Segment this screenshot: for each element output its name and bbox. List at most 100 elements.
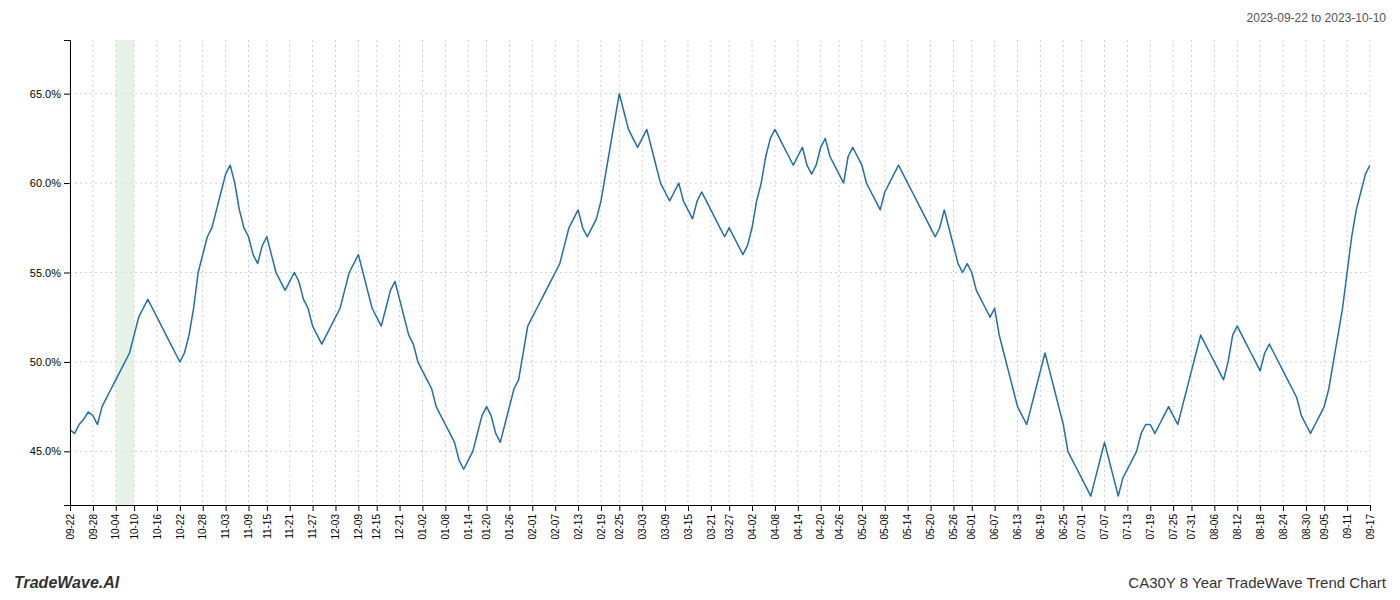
grid-line [70,272,1370,273]
tick-label: 02-25 [614,514,625,540]
tick-mark [249,505,250,511]
grid-line [70,183,1370,184]
tick: 04-14 [793,505,804,540]
grid-line [1017,40,1018,505]
tick-mark [487,505,488,511]
tick-mark [290,505,291,511]
tick: 01-14 [463,505,474,540]
tick-mark [1306,505,1307,511]
grid-line [70,361,1370,362]
tick-label: 06-13 [1012,514,1023,540]
tick: 05-02 [857,505,868,540]
tick-label: 65.0% [30,88,61,100]
tick-label: 10-04 [110,514,121,540]
tick: 08-30 [1301,505,1312,540]
grid-line [156,40,157,505]
x-axis: 09-2209-2810-0410-1010-1610-2210-2811-03… [65,505,1376,540]
grid-line [994,40,995,505]
tick-label: 06-07 [989,514,1000,540]
tick-mark [995,505,996,511]
tick-mark [642,505,643,511]
tick-mark [931,505,932,511]
tick: 12-15 [371,505,382,540]
tick-mark [445,505,446,511]
tick-mark [313,505,314,511]
tick-label: 06-25 [1058,514,1069,540]
tick-label: 08-24 [1278,514,1289,540]
tick-label: 02-01 [527,514,538,540]
tick: 10-10 [129,505,140,540]
tick-label: 11-21 [284,514,295,539]
grid-line [358,40,359,505]
tick-label: 07-01 [1076,514,1087,540]
tick-label: 07-13 [1122,514,1133,540]
tick-mark [775,505,776,511]
grid-line [820,40,821,505]
tick-label: 10-16 [152,514,163,540]
tick: 03-27 [724,505,735,540]
grid-line [861,40,862,505]
tick: 02-07 [550,505,561,540]
grid-line [1305,40,1306,505]
grid-line [70,93,1370,94]
tick-label: 01-14 [463,514,474,540]
grid-line [774,40,775,505]
tick: 45.0% [30,445,70,457]
tick: 09-28 [88,505,99,540]
tick: 07-01 [1076,505,1087,540]
tick-label: 06-19 [1035,514,1046,540]
tick: 02-25 [614,505,625,540]
tick-label: 05-14 [902,514,913,540]
title: CA30Y 8 Year TradeWave Trend Chart [1128,574,1386,591]
tick: 05-14 [902,505,913,540]
tick-mark [862,505,863,511]
tick: 10-04 [110,505,121,540]
tick-label: 04-26 [834,514,845,540]
tick-mark [1040,505,1041,511]
tick-label: 01-02 [417,514,428,540]
tick-mark [711,505,712,511]
grid-line [1260,40,1261,505]
tick-label: 10-28 [197,514,208,540]
tick-mark [752,505,753,511]
grid-line [335,40,336,505]
tick: 55.0% [30,267,70,279]
tick-label: 11-03 [220,514,231,539]
tick-label: 60.0% [30,177,61,189]
tick-mark [688,505,689,511]
grid-line [729,40,730,505]
tick: 07-07 [1099,505,1110,540]
tick: 09-22 [65,505,76,540]
grid-line [92,40,93,505]
tick: 08-12 [1232,505,1243,540]
grid-line [1173,40,1174,505]
grid-line [710,40,711,505]
axis-line [64,41,71,506]
tick-label: 01-20 [481,514,492,540]
tick-label: 12-15 [371,514,382,540]
tick-mark [377,505,378,511]
tick: 08-06 [1209,505,1220,540]
tick: 65.0% [30,88,70,100]
tick-mark [157,505,158,511]
tick-label: 10-10 [129,514,140,540]
tick-label: 04-20 [815,514,826,540]
grid-line [687,40,688,505]
grid-line [884,40,885,505]
tick-label: 01-26 [504,514,515,540]
tick-label: 02-13 [573,514,584,540]
tick-label: 09-11 [1342,514,1353,539]
tick-mark [93,505,94,511]
tick-mark [1347,505,1348,511]
tick-label: 08-12 [1232,514,1243,540]
tick-mark [908,505,909,511]
tick: 05-20 [925,505,936,540]
tick-mark [1082,505,1083,511]
tick-mark [972,505,973,511]
tick-mark [821,505,822,511]
tick-mark [468,505,469,511]
tick: 05-08 [879,505,890,540]
tick: 07-19 [1145,505,1156,540]
chart: 09-2209-2810-0410-1010-1610-2210-2811-03… [0,0,1400,600]
grid-line [1150,40,1151,505]
